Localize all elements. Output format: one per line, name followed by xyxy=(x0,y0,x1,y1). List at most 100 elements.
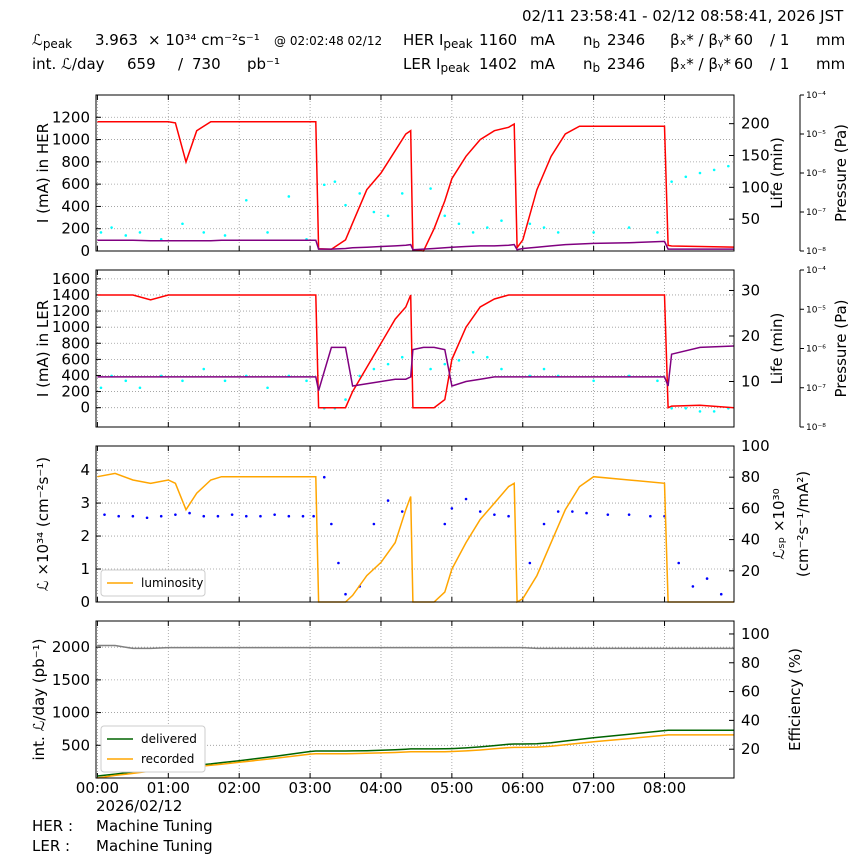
y-tick-label: 60 xyxy=(741,499,760,517)
data-line xyxy=(97,345,735,391)
data-point xyxy=(99,386,103,390)
data-point xyxy=(330,522,333,526)
legend-box xyxy=(100,569,206,597)
data-point xyxy=(719,592,723,596)
ler-beta-y: / 1 xyxy=(770,55,789,73)
data-point xyxy=(372,210,376,214)
y-tick-label: 2 xyxy=(80,527,90,545)
data-point xyxy=(159,514,163,518)
data-point xyxy=(627,226,631,229)
y-tick-label: 1500 xyxy=(52,671,90,689)
data-point xyxy=(287,195,291,198)
her-status-label: HER : xyxy=(32,817,73,835)
int-lumi-label: int. ℒ/day xyxy=(32,55,105,73)
data-point xyxy=(333,180,337,183)
label: HER I xyxy=(403,31,443,49)
x-tick-label: 00:00 xyxy=(76,779,119,797)
data-point xyxy=(223,379,227,383)
y-tick-label: 20 xyxy=(741,327,760,345)
y-tick-label: 50 xyxy=(741,210,760,228)
her-current: 1160 xyxy=(479,31,517,49)
data-line xyxy=(97,644,734,650)
time-range: 02/11 23:58:41 - 02/12 08:58:41, 2026 JS… xyxy=(522,7,844,25)
y-tick-label: 1 xyxy=(80,560,90,578)
y2-axis-label: Life (min) xyxy=(768,313,786,385)
data-point xyxy=(138,386,142,390)
data-point xyxy=(457,359,461,362)
data-point xyxy=(471,351,475,354)
data-point xyxy=(103,513,106,516)
y-tick-label: 10⁻⁶ xyxy=(806,345,826,355)
y-tick-label: 10⁻⁷ xyxy=(806,384,826,394)
int-lumi-delivered: 730 xyxy=(192,55,221,73)
y-tick-label: 10⁻⁴ xyxy=(806,91,826,101)
y-tick-label: 1000 xyxy=(52,131,90,149)
data-point xyxy=(684,175,688,179)
x-tick-label: 06:00 xyxy=(501,779,544,797)
ler-unit: mA xyxy=(530,55,556,73)
lpeak-value: 3.963 xyxy=(95,31,138,49)
date: 2026/02/12 xyxy=(96,797,182,815)
data-point xyxy=(223,234,227,237)
y-tick-label: 10⁻⁶ xyxy=(806,169,826,179)
her-beta-x: 60 xyxy=(734,31,753,49)
subscript: peak xyxy=(440,61,469,75)
y-tick-label: 400 xyxy=(61,197,90,215)
ler-nb-label: nb xyxy=(583,55,600,75)
ler-status-label: LER : xyxy=(32,837,70,855)
data-point xyxy=(585,511,588,515)
y-tick-label: 1000 xyxy=(52,704,90,722)
data-point xyxy=(322,183,326,187)
data-point xyxy=(443,362,447,366)
data-point xyxy=(174,513,177,516)
data-point xyxy=(244,514,248,518)
data-point xyxy=(450,507,454,510)
y-tick-label: 1000 xyxy=(52,318,90,336)
y2-axis-label: Efficiency (%) xyxy=(786,648,804,751)
data-point xyxy=(99,231,103,234)
y-tick-label: 80 xyxy=(741,468,760,486)
her-label: HER Ipeak xyxy=(403,31,473,51)
ler-beta-label: βₓ* / βᵧ* xyxy=(670,55,731,73)
data-point xyxy=(337,561,340,565)
y-tick-label: 40 xyxy=(741,711,760,729)
data-point xyxy=(500,367,503,371)
data-point xyxy=(571,510,574,513)
data-point xyxy=(386,499,390,502)
y-tick-label: 200 xyxy=(741,115,770,133)
y-tick-label: 10⁻⁷ xyxy=(806,208,826,218)
data-point xyxy=(684,406,688,410)
her-beta-label: βₓ* / βᵧ* xyxy=(670,31,731,49)
data-point xyxy=(656,379,659,383)
y-tick-label: 400 xyxy=(61,366,90,384)
data-point xyxy=(386,214,390,218)
y-tick-label: 800 xyxy=(61,153,90,171)
subscript: b xyxy=(593,61,601,75)
y-tick-label: 10⁻⁸ xyxy=(806,423,826,433)
label: n xyxy=(583,31,593,49)
lpeak-label: ℒpeak xyxy=(32,31,72,51)
y2-axis-label: (cm⁻²s⁻¹/mA²) xyxy=(794,471,812,577)
data-point xyxy=(528,561,532,565)
data-point xyxy=(471,231,475,234)
her-status: Machine Tuning xyxy=(96,817,213,835)
data-point xyxy=(145,516,149,520)
y-tick-label: 150 xyxy=(741,146,770,164)
data-point xyxy=(181,222,184,226)
data-point xyxy=(443,214,447,218)
data-point xyxy=(705,577,709,580)
data-point xyxy=(372,367,376,371)
data-point xyxy=(486,226,489,229)
data-point xyxy=(287,514,291,518)
data-point xyxy=(386,362,390,366)
ler-current: 1402 xyxy=(479,55,517,73)
y-tick-label: 10 xyxy=(741,372,760,390)
plot-frame xyxy=(95,445,735,603)
y-tick-label: 40 xyxy=(741,531,760,549)
x-tick-label: 08:00 xyxy=(643,779,686,797)
data-point xyxy=(556,510,560,513)
data-point xyxy=(677,561,681,565)
data-point xyxy=(556,231,560,234)
legend-label: luminosity xyxy=(141,576,203,590)
data-point xyxy=(712,168,716,172)
